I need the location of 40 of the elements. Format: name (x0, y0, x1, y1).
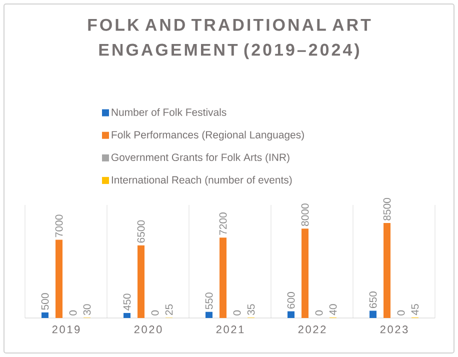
bar (56, 240, 63, 318)
legend-label: Number of Folk Festivals (112, 108, 226, 116)
chart-title: FOLK AND TRADITIONAL ART ENGAGEMENT (2019–2024) (88, 18, 371, 60)
x-tick-label: 2020 (134, 326, 162, 334)
data-label: 0 (315, 310, 323, 316)
legend-label: Folk Performances (Regional Languages) (112, 130, 304, 141)
data-label: 7000 (55, 214, 63, 238)
data-label: 7200 (219, 212, 227, 235)
bar (384, 223, 391, 318)
bar (220, 238, 227, 318)
data-label: 25 (165, 304, 173, 315)
data-label: 45 (411, 304, 419, 316)
data-label: 8000 (301, 204, 309, 226)
data-label: 0 (233, 310, 241, 316)
data-label: 550 (205, 292, 213, 310)
data-label: 600 (287, 292, 295, 309)
data-label: 8500 (383, 198, 391, 220)
data-label: 40 (329, 304, 337, 316)
legend-label: Government Grants for Folk Arts (INR) (112, 153, 290, 164)
data-label: 35 (247, 304, 255, 316)
data-label: 6500 (137, 220, 145, 243)
bar (42, 312, 49, 318)
data-label: 0 (397, 310, 405, 316)
bar (138, 245, 145, 318)
data-label: 650 (369, 292, 377, 308)
x-tick-label: 2023 (380, 326, 408, 334)
x-tick-label: 2019 (52, 326, 80, 334)
data-label: 450 (123, 294, 131, 311)
data-label: 500 (41, 293, 49, 310)
bar (124, 312, 131, 318)
bar (206, 312, 213, 318)
bar (370, 310, 377, 318)
data-label: 0 (69, 310, 77, 316)
x-tick-label: 2022 (298, 326, 326, 334)
data-label: 30 (83, 304, 91, 316)
bar (302, 228, 309, 318)
x-tick-label: 2021 (216, 326, 244, 334)
bar (288, 311, 295, 318)
data-label: 0 (151, 310, 159, 316)
legend-label: International Reach (number of events) (112, 176, 292, 186)
